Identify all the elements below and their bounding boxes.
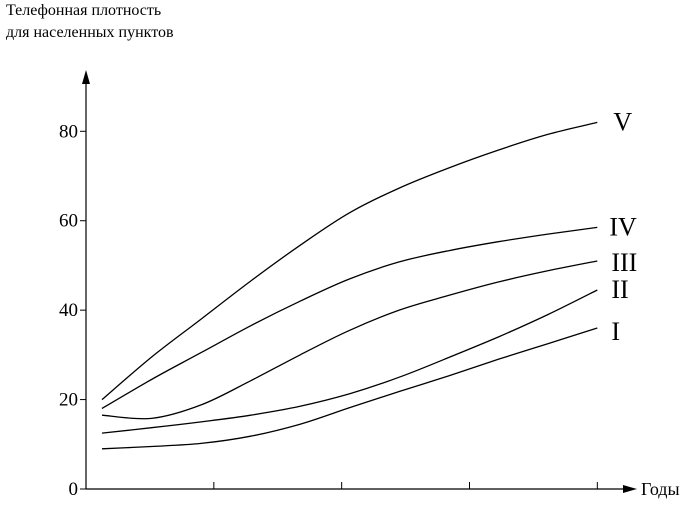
y-ticks: 0 20 40 60 80 bbox=[59, 121, 86, 500]
series-label-i: I bbox=[611, 317, 620, 346]
y-tick-label: 20 bbox=[59, 390, 78, 411]
series-label-iii: III bbox=[611, 248, 637, 277]
y-tick-label: 80 bbox=[59, 121, 78, 142]
series-label-ii: II bbox=[611, 275, 628, 304]
series-lines bbox=[101, 121, 598, 450]
y-axis-arrow-icon bbox=[82, 70, 90, 84]
series-line-i bbox=[101, 327, 598, 450]
series-line-ii bbox=[101, 289, 598, 434]
x-axis-label: Годы bbox=[641, 479, 680, 499]
series-label-v: V bbox=[613, 107, 632, 136]
series-line-iv bbox=[101, 226, 598, 410]
y-axis-label-line-1: Телефонная плотность bbox=[6, 2, 162, 19]
x-ticks bbox=[213, 482, 598, 489]
axes: Годы bbox=[82, 70, 680, 499]
y-tick-label: 0 bbox=[69, 479, 79, 500]
series-label-iv: IV bbox=[609, 212, 637, 241]
x-axis-arrow-icon bbox=[623, 485, 637, 493]
y-tick-label: 60 bbox=[59, 211, 78, 232]
series-line-iii bbox=[101, 260, 598, 420]
y-tick-label: 40 bbox=[59, 300, 78, 321]
y-axis-label-line-2: для населенных пунктов bbox=[6, 24, 174, 41]
series-line-v bbox=[101, 121, 598, 401]
